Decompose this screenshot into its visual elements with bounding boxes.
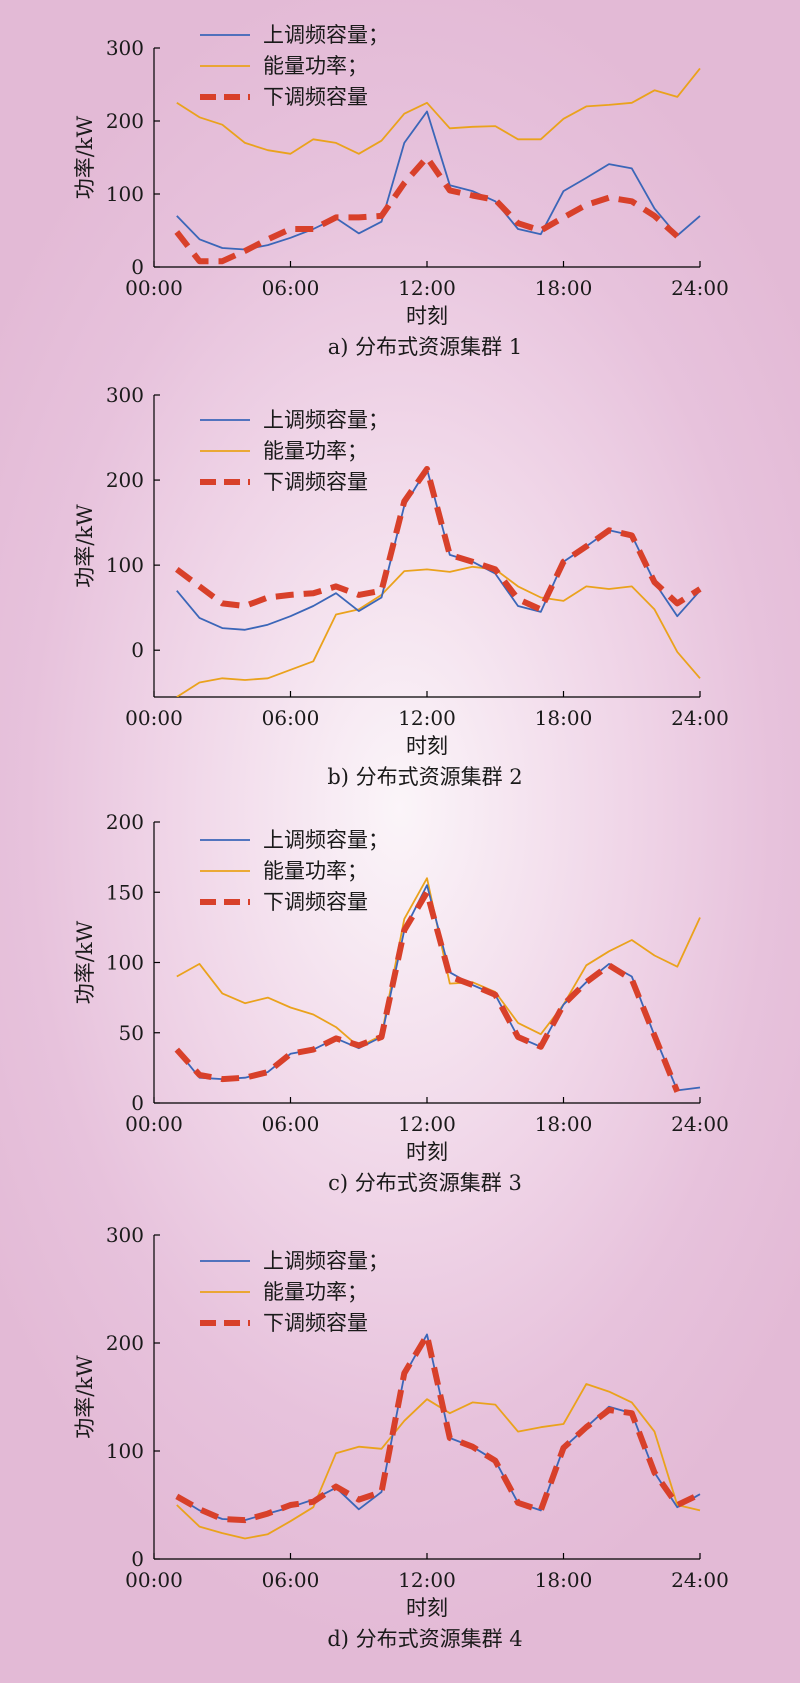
x-tick-label: 24:00 (671, 1112, 729, 1136)
series-line-down (174, 154, 680, 265)
legend-label-energy: 能量功率； (263, 1280, 368, 1304)
y-tick-label: 100 (106, 1439, 144, 1463)
x-tick-label: 12:00 (398, 1568, 456, 1592)
series-line-up (176, 1333, 701, 1521)
x-axis-label: 时刻 (406, 304, 448, 328)
x-tick-label: 00:00 (125, 1112, 183, 1136)
legend: 上调频容量； 能量功率； 下调频容量 (200, 1249, 389, 1335)
x-axis-label: 时刻 (406, 1596, 448, 1620)
y-tick-label: 0 (131, 638, 144, 662)
legend-label-down: 下调频容量 (263, 85, 368, 109)
x-tick-label: 06:00 (262, 276, 320, 300)
chart-panel-1: 0 100 200 300 00:00 06:00 12:00 18:00 24:00 时刻 功率/… (73, 23, 729, 359)
legend: 上调频容量； 能量功率； 下调频容量 (200, 408, 389, 494)
legend-label-up: 上调频容量； (263, 1249, 389, 1273)
y-tick-label: 200 (106, 468, 144, 492)
x-tick-label: 06:00 (262, 1568, 320, 1592)
y-tick-label: 0 (131, 1547, 144, 1571)
y-tick-label: 200 (106, 1331, 144, 1355)
series-line-energy (176, 565, 701, 697)
y-axis-label: 功率/kW (73, 1355, 97, 1439)
y-tick-label: 100 (106, 182, 144, 206)
y-tick-label: 150 (106, 880, 144, 904)
x-tick-label: 06:00 (262, 1112, 320, 1136)
series-line-up (176, 884, 701, 1092)
y-axis-label: 功率/kW (73, 504, 97, 588)
x-tick-label: 24:00 (671, 276, 729, 300)
y-axis-label: 功率/kW (73, 920, 97, 1004)
x-tick-label: 24:00 (671, 706, 729, 730)
chart-panel-4: 0 100 200 300 00:00 06:00 12:00 18:00 24:00 时刻 功率/… (73, 1223, 729, 1651)
x-tick-label: 12:00 (398, 1112, 456, 1136)
x-tick-label: 00:00 (125, 706, 183, 730)
y-tick-label: 0 (131, 1091, 144, 1115)
legend-label-energy: 能量功率； (263, 859, 368, 883)
x-tick-label: 00:00 (125, 276, 183, 300)
series-line-up (176, 110, 701, 251)
legend-label-up: 上调频容量； (263, 23, 389, 47)
legend-label-energy: 能量功率； (263, 54, 368, 78)
x-tick-label: 18:00 (535, 1112, 593, 1136)
x-tick-label: 12:00 (398, 706, 456, 730)
legend: 上调频容量； 能量功率； 下调频容量 (200, 828, 389, 914)
chart-panel-3: 0 50 100 150 200 00:00 06:00 12:00 18:00 24:00 时刻 功… (73, 810, 729, 1195)
legend-label-energy: 能量功率； (263, 439, 368, 463)
chart-caption: a) 分布式资源集群 1 (328, 335, 522, 359)
x-tick-label: 18:00 (535, 276, 593, 300)
y-tick-label: 100 (106, 951, 144, 975)
x-tick-label: 12:00 (398, 276, 456, 300)
legend-label-up: 上调频容量； (263, 828, 389, 852)
chart-caption: c) 分布式资源集群 3 (328, 1171, 522, 1195)
series-line-energy (176, 67, 701, 155)
series-line-down (175, 466, 702, 613)
series-line-energy (176, 1383, 701, 1540)
series-line-down (174, 889, 681, 1093)
x-tick-label: 24:00 (671, 1568, 729, 1592)
legend: 上调频容量； 能量功率； 下调频容量 (200, 23, 389, 109)
chart-caption: d) 分布式资源集群 4 (327, 1627, 522, 1651)
x-axis-label: 时刻 (406, 734, 448, 758)
y-tick-label: 100 (106, 553, 144, 577)
x-tick-label: 06:00 (262, 706, 320, 730)
x-tick-label: 00:00 (125, 1568, 183, 1592)
legend-label-down: 下调频容量 (263, 890, 368, 914)
y-tick-label: 300 (106, 383, 144, 407)
series-line-energy (176, 877, 701, 1048)
y-tick-label: 200 (106, 109, 144, 133)
y-tick-label: 200 (106, 810, 144, 834)
x-axis-label: 时刻 (406, 1140, 448, 1164)
legend-label-down: 下调频容量 (263, 470, 368, 494)
chart-caption: b) 分布式资源集群 2 (327, 765, 522, 789)
x-tick-label: 18:00 (535, 706, 593, 730)
series-line-down (175, 1332, 702, 1524)
y-tick-label: 50 (119, 1021, 144, 1045)
legend-label-down: 下调频容量 (263, 1311, 368, 1335)
y-tick-label: 300 (106, 1223, 144, 1247)
y-axis-label: 功率/kW (73, 115, 97, 199)
y-tick-label: 0 (131, 255, 144, 279)
chart-panel-2: 0 100 200 300 00:00 06:00 12:00 18:00 24:00 时刻 功率/… (73, 383, 729, 789)
series-line-up (176, 468, 701, 631)
y-tick-label: 300 (106, 36, 144, 60)
legend-label-up: 上调频容量； (263, 408, 389, 432)
x-tick-label: 18:00 (535, 1568, 593, 1592)
